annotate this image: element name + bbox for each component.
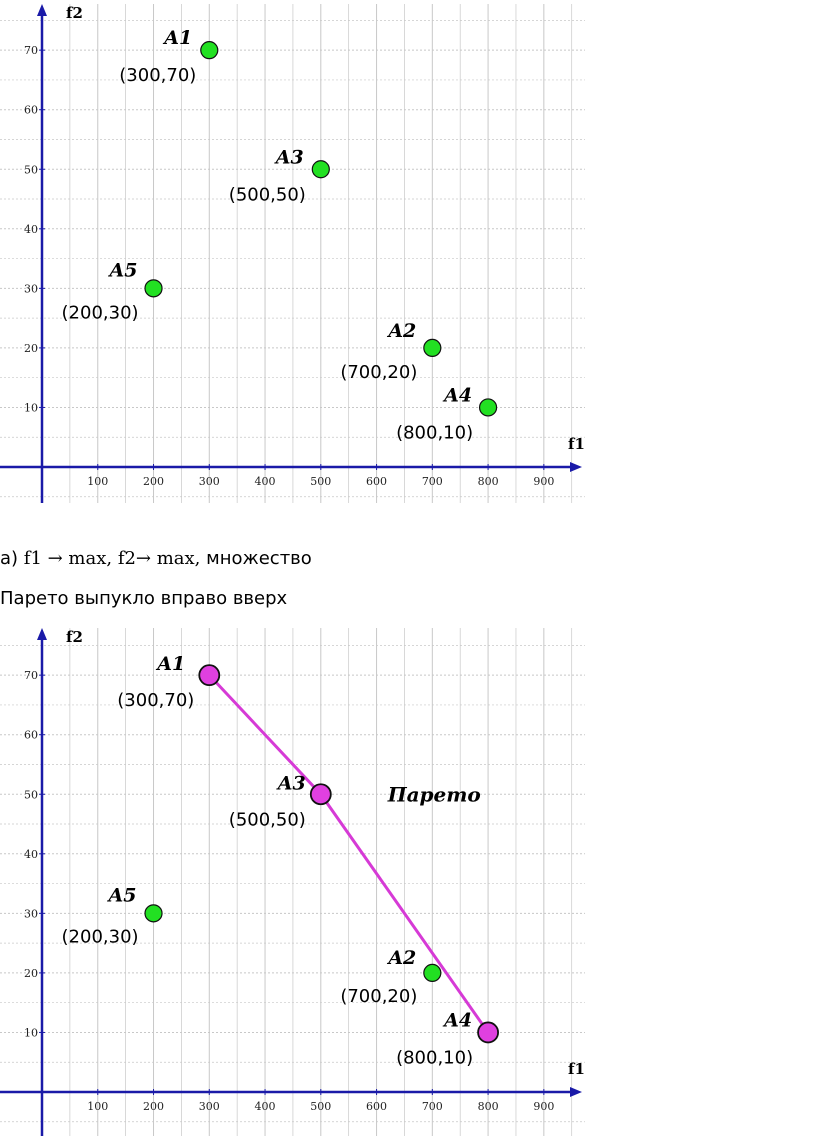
y-axis-arrow [37, 628, 47, 640]
chart-1: 100 200 300 400 500 600 700 800 900 10 20 30 40 50 60 7… [0, 4, 585, 503]
y-tick-label: 30 [24, 282, 38, 295]
y-tick-label: 70 [24, 669, 38, 682]
point-coords-a1: (300,70) [117, 690, 194, 711]
point-name-a1: A1 [162, 27, 192, 49]
y-tick-label: 50 [24, 163, 38, 176]
x-axis-arrow [570, 1087, 582, 1097]
x-tick-label: 800 [478, 1100, 499, 1113]
pareto-annotation: Парето [387, 782, 481, 806]
x-tick-label: 300 [199, 475, 220, 488]
x-tick-label: 200 [143, 475, 164, 488]
x-tick-label: 300 [199, 1100, 220, 1113]
data-point-a3 [309, 783, 332, 806]
data-point-a4 [478, 398, 498, 417]
x-tick-label: 400 [255, 1100, 276, 1113]
y-axis-arrow [37, 4, 47, 16]
data-point-a1 [198, 664, 221, 687]
point-coords-a5: (200,30) [62, 926, 139, 947]
point-coords-a1: (300,70) [119, 65, 196, 86]
y-axis-label: f2 [66, 628, 83, 646]
y-tick-label: 30 [24, 907, 38, 920]
x-tick-label: 800 [478, 475, 499, 488]
y-tick-label: 50 [24, 788, 38, 801]
point-coords-a2: (700,20) [340, 986, 417, 1007]
point-name-a3: A3 [276, 772, 306, 794]
point-name-a5: A5 [108, 259, 138, 281]
y-tick-label: 70 [24, 44, 38, 57]
data-point-a5 [144, 279, 163, 298]
y-tick-label: 10 [24, 1026, 38, 1039]
x-tick-label: 500 [310, 475, 331, 488]
y-tick-label: 20 [24, 967, 38, 980]
point-name-a1: A1 [155, 653, 185, 675]
x-tick-label: 700 [422, 475, 443, 488]
chart-2: 100 200 300 400 500 600 700 800 900 10 20 30 40 50 60 7… [0, 628, 585, 1136]
y-axis-label: f2 [66, 4, 83, 22]
x-tick-label: 200 [143, 1100, 164, 1113]
x-tick-label: 700 [422, 1100, 443, 1113]
data-point-a4 [477, 1021, 499, 1044]
point-name-a2: A2 [386, 320, 416, 342]
x-tick-label: 100 [87, 1100, 108, 1113]
data-point-a3 [311, 160, 330, 179]
x-tick-label: 900 [533, 475, 554, 488]
x-tick-label: 100 [87, 475, 108, 488]
point-name-a2: A2 [386, 947, 416, 969]
point-name-a5: A5 [107, 884, 137, 906]
data-point-a2 [423, 963, 442, 982]
point-name-a4: A4 [442, 1009, 472, 1031]
point-coords-a5: (200,30) [62, 302, 139, 323]
point-coords-a3: (500,50) [229, 184, 306, 205]
x-tick-label: 600 [366, 475, 387, 488]
point-coords-a3: (500,50) [229, 809, 306, 830]
x-axis-arrow [570, 462, 582, 472]
data-point-a5 [144, 904, 163, 923]
point-name-a3: A3 [274, 146, 304, 168]
y-tick-label: 40 [24, 848, 38, 861]
y-tick-label: 10 [24, 401, 38, 414]
caption-line-2: Парето выпукло вправо вверх [0, 588, 288, 609]
point-coords-a4: (800,10) [396, 1047, 473, 1068]
x-tick-label: 600 [366, 1100, 387, 1113]
point-coords-a2: (700,20) [340, 362, 417, 383]
y-tick-label: 60 [24, 104, 38, 117]
point-name-a4: A4 [442, 384, 472, 406]
x-tick-label: 500 [310, 1100, 331, 1113]
y-tick-label: 20 [24, 342, 38, 355]
x-tick-label: 900 [533, 1100, 554, 1113]
x-axis-label: f1 [568, 435, 585, 453]
data-point-a2 [423, 338, 442, 357]
point-coords-a4: (800,10) [396, 422, 473, 443]
x-axis-label: f1 [568, 1060, 585, 1078]
data-point-a1 [200, 41, 219, 60]
x-tick-label: 400 [255, 475, 276, 488]
y-tick-label: 40 [24, 223, 38, 236]
y-tick-label: 60 [24, 729, 38, 742]
caption-line-1: а) f1 → max, f2→ max, множество [0, 548, 312, 569]
